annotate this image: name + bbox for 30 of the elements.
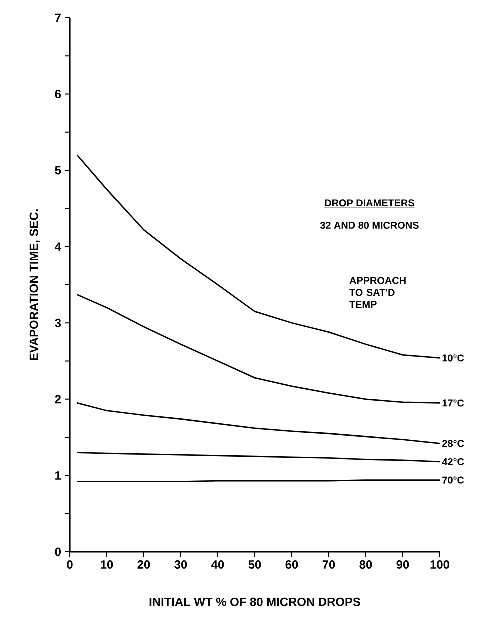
series-label: 70°C: [442, 476, 464, 484]
x-tick-label: 20: [138, 560, 150, 569]
series-label: 42°C: [442, 458, 464, 466]
x-tick-label: 0: [67, 560, 73, 569]
y-tick-label: 5: [55, 166, 62, 175]
x-tick-label: 80: [360, 560, 372, 569]
series-label: 28°C: [442, 440, 464, 448]
x-axis-title: INITIAL WT % OF 80 MICRON DROPS: [150, 598, 360, 606]
x-tick-label: 10: [101, 560, 114, 569]
x-tick-label: 40: [212, 560, 224, 569]
x-tick-label: 90: [396, 560, 410, 569]
y-tick-label: 4: [55, 242, 62, 251]
y-tick-label: 0: [55, 548, 61, 556]
y-tick-label: 1: [56, 472, 62, 480]
y-tick-label: 2: [55, 395, 62, 404]
x-tick-label: 50: [248, 560, 262, 569]
series-label: 10°C: [442, 354, 464, 362]
annotation: DROP DIAMETERS: [325, 200, 414, 207]
x-tick-label: 70: [322, 560, 336, 569]
series-label: 17°C: [442, 400, 464, 407]
y-tick-label: 3: [55, 318, 62, 328]
annotation: 32 AND 80 MICRONS: [320, 222, 419, 230]
y-axis-title: EVAPORATION TIME, SEC.: [30, 210, 40, 360]
x-tick-label: 100: [430, 560, 450, 569]
x-tick-label: 60: [286, 560, 298, 569]
x-tick-label: 30: [174, 560, 188, 569]
y-tick-label: 6: [55, 90, 62, 98]
y-tick-label: 7: [55, 14, 61, 22]
annotation: APPROACH TO SAT'D TEMP: [350, 277, 406, 308]
line-series: [76, 154, 441, 359]
